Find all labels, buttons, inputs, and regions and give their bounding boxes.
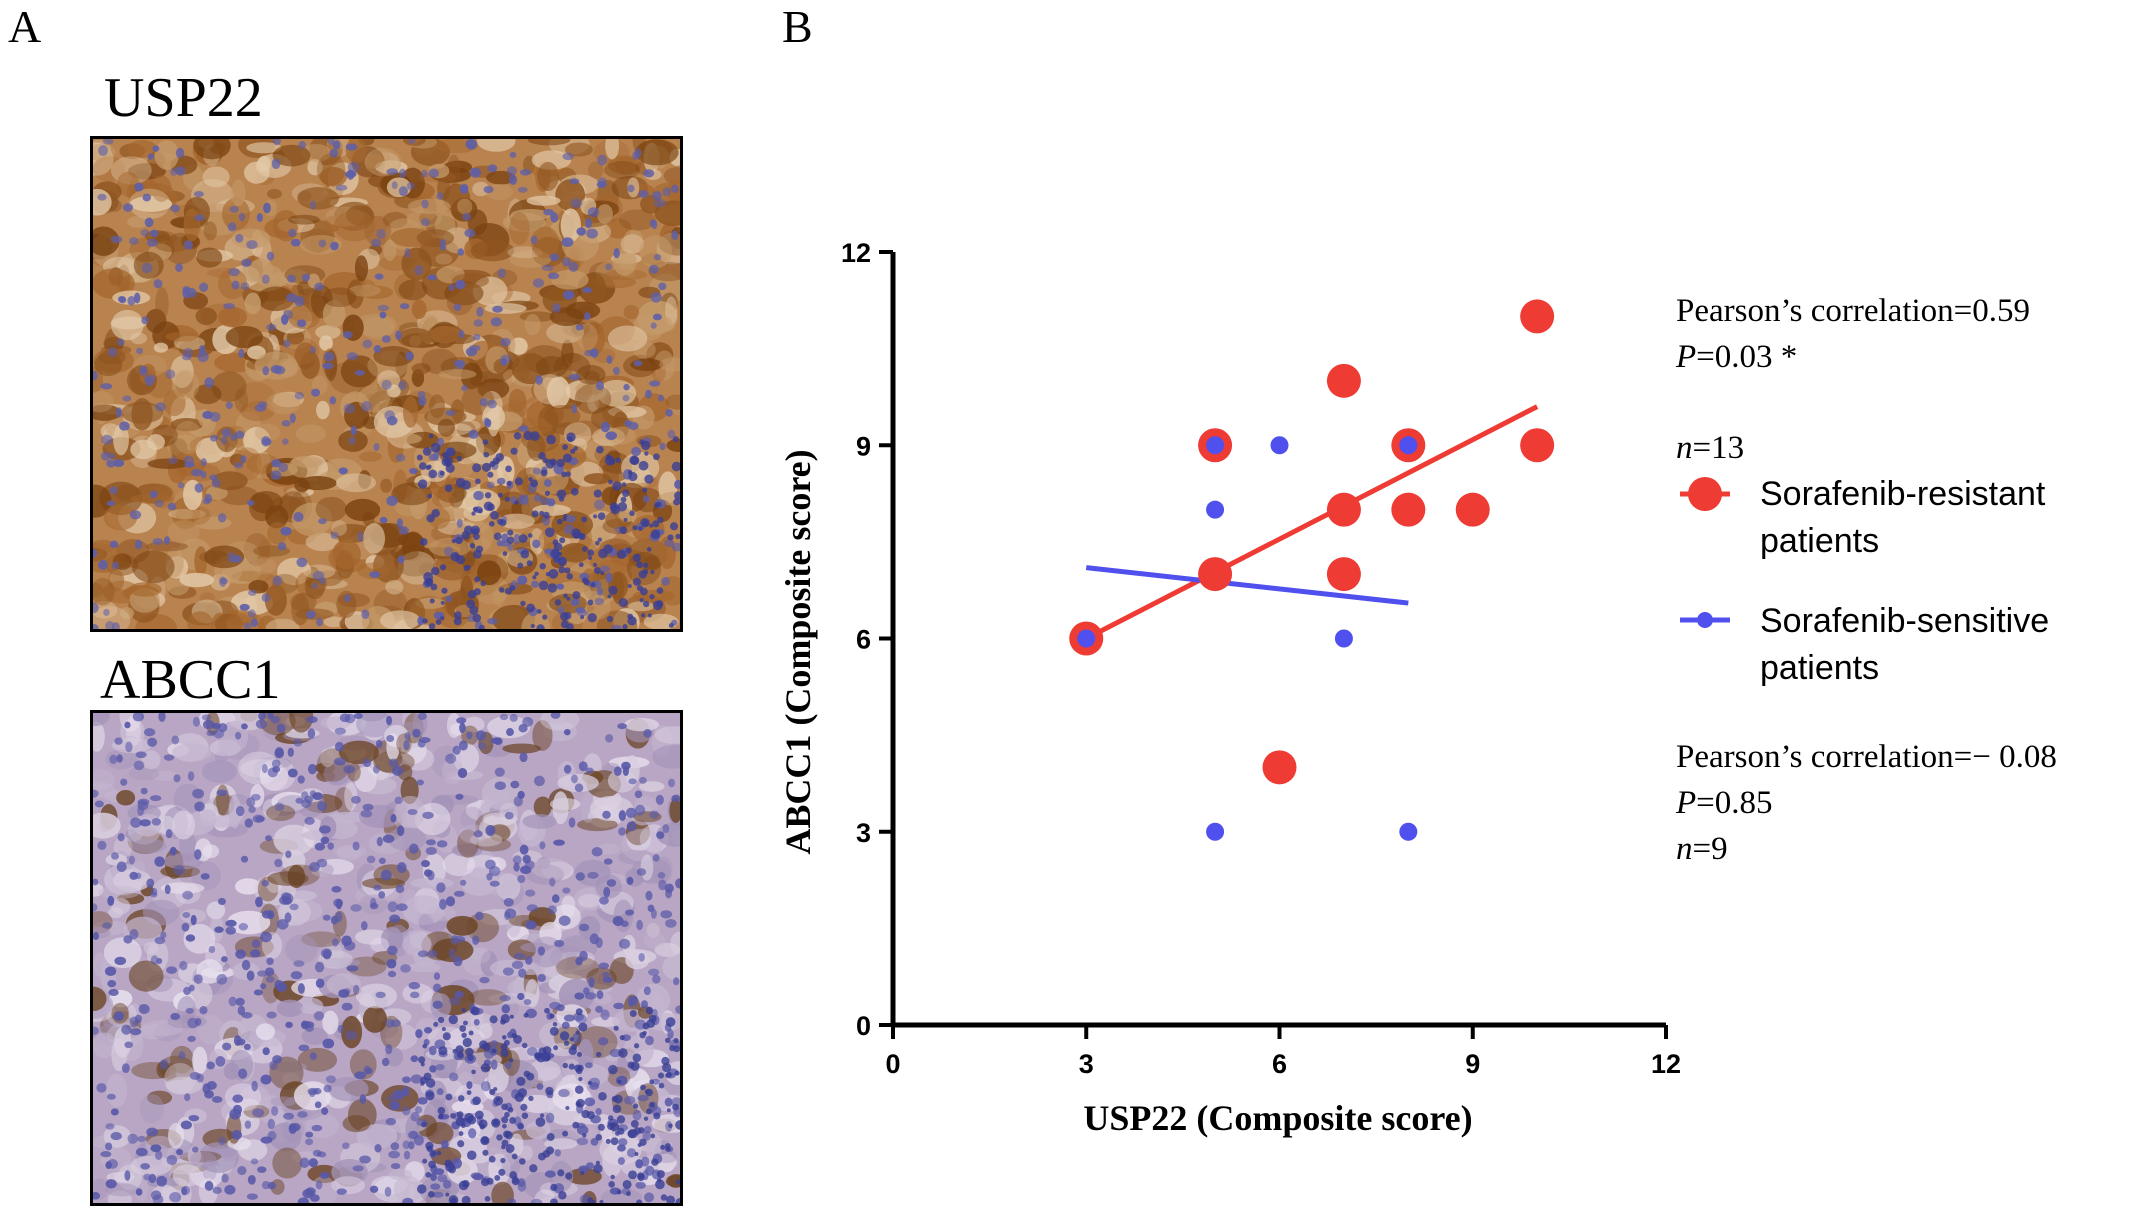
sensitive-stats: Pearson’s correlation=− 0.08 P=0.85 n=9 [1676, 734, 2057, 872]
point-sensitive [1399, 822, 1418, 841]
abcc1-image-label: ABCC1 [100, 649, 281, 711]
x-axis-title: USP22 (Composite score) [1083, 1098, 1472, 1138]
point-sensitive [1334, 629, 1353, 648]
point-resistant [1520, 428, 1555, 463]
x-tick-label: 3 [1079, 1049, 1094, 1079]
point-resistant [1455, 492, 1490, 527]
point-sensitive [1206, 436, 1225, 455]
legend-resistant-label-1: Sorafenib-resistant [1760, 475, 2046, 513]
resistant-stats: Pearson’s correlation=0.59 P=0.03 * [1676, 288, 2030, 380]
sensitive-p-value: P=0.85 [1676, 785, 1773, 821]
resistant-correlation: Pearson’s correlation=0.59 [1676, 293, 2031, 329]
point-sensitive [1206, 500, 1225, 519]
panel-a-letter: A [8, 1, 42, 52]
y-tick-label: 3 [856, 818, 871, 848]
y-axis-title: ABCC1 (Composite score) [778, 449, 818, 854]
legend-sensitive-label-1: Sorafenib-sensitive [1760, 602, 2049, 640]
sensitive-n: n=9 [1676, 831, 1728, 867]
y-tick-label: 0 [856, 1011, 871, 1041]
point-sensitive [1399, 436, 1418, 455]
fit-lines [1085, 404, 1539, 641]
y-tick-label: 6 [856, 625, 871, 655]
data-points [1069, 299, 1555, 841]
y-tick-label: 12 [841, 238, 871, 268]
resistant-n: n=13 [1676, 430, 1745, 466]
chart-axes: 0 3 6 9 12 0 3 6 9 12 [841, 238, 1681, 1079]
legend-resistant-marker [1688, 477, 1722, 511]
point-resistant [1391, 492, 1426, 527]
abcc1-stain-image [90, 710, 683, 1206]
point-resistant [1326, 363, 1361, 398]
fit-line-sensitive [1085, 565, 1409, 606]
usp22-image-label: USP22 [104, 67, 263, 129]
y-tick-label: 9 [856, 431, 871, 461]
usp22-stain-image [90, 136, 683, 632]
resistant-p-value: P=0.03 * [1676, 339, 1798, 375]
legend-sensitive-marker [1697, 612, 1713, 628]
point-resistant [1520, 299, 1555, 334]
point-resistant [1326, 492, 1361, 527]
legend-sensitive-label-2: patients [1760, 649, 1879, 687]
point-resistant [1326, 557, 1361, 592]
legend-resistant-label-2: patients [1760, 522, 1879, 560]
point-sensitive [1270, 436, 1289, 455]
point-resistant [1198, 557, 1233, 592]
sensitive-correlation: Pearson’s correlation=− 0.08 [1676, 739, 2057, 775]
x-tick-label: 12 [1651, 1049, 1681, 1079]
x-tick-label: 6 [1272, 1049, 1287, 1079]
x-tick-label: 9 [1465, 1049, 1480, 1079]
point-sensitive [1077, 629, 1096, 648]
usp22-stain-texture [93, 139, 680, 629]
fit-line-resistant [1085, 404, 1539, 641]
point-resistant [1262, 750, 1297, 785]
panel-b-letter: B [782, 1, 813, 52]
x-tick-label: 0 [885, 1049, 900, 1079]
legend: Sorafenib-resistant patients Sorafenib-s… [1680, 475, 2049, 687]
abcc1-stain-texture [93, 713, 680, 1203]
point-sensitive [1206, 822, 1225, 841]
